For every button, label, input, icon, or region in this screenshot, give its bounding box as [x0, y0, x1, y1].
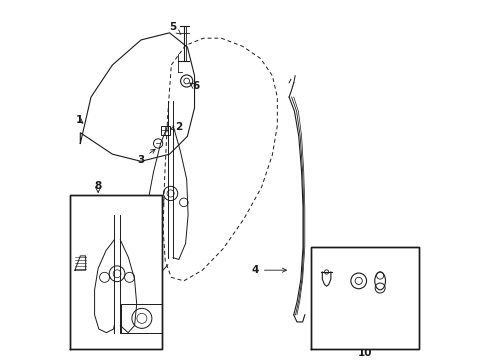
Text: 3: 3: [137, 149, 155, 165]
Text: 11: 11: [314, 281, 329, 313]
Bar: [310, 247, 419, 349]
Text: 1: 1: [76, 115, 83, 125]
Bar: [69, 195, 162, 349]
Text: 9: 9: [136, 311, 148, 324]
Bar: [121, 304, 162, 333]
Text: 12: 12: [340, 286, 357, 314]
Text: 6: 6: [192, 81, 200, 91]
Text: 8: 8: [94, 181, 102, 191]
Text: 7: 7: [138, 204, 153, 215]
Bar: [160, 126, 169, 135]
Text: 5: 5: [168, 22, 181, 34]
Text: 10: 10: [357, 348, 372, 358]
Text: 4: 4: [251, 265, 286, 275]
Text: 2: 2: [170, 122, 182, 132]
